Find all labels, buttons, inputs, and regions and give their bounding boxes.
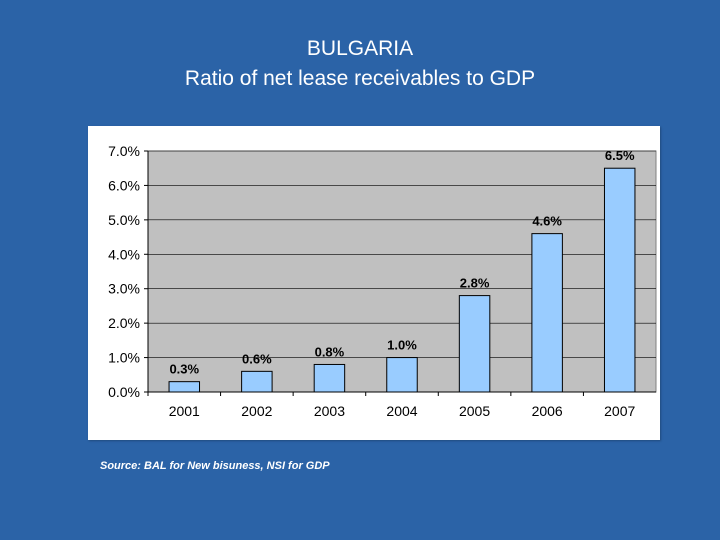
bar — [458, 295, 491, 393]
y-tick-label: 6.0% — [108, 177, 140, 193]
x-tick-label: 2007 — [604, 403, 635, 419]
bar — [313, 363, 346, 393]
data-label: 6.5% — [605, 148, 635, 163]
y-tick-label: 5.0% — [108, 212, 140, 228]
data-label: 1.0% — [387, 338, 417, 353]
y-tick-label: 2.0% — [108, 315, 140, 331]
bar — [531, 233, 563, 393]
data-label: 0.8% — [315, 344, 345, 359]
y-tick-label: 1.0% — [108, 350, 140, 366]
y-tick-label: 7.0% — [108, 143, 140, 159]
data-label: 4.6% — [532, 214, 562, 229]
x-tick-label: 2006 — [532, 403, 563, 419]
bar-chart: 0.0% 1.0% 2.0% 3.0% 4.0% 5.0% 6.0% 7.0% 0.3% 2001… — [108, 143, 657, 419]
title-country: BULGARIA — [306, 37, 414, 60]
x-tick-label: 2001 — [169, 403, 200, 419]
plot-area — [147, 150, 657, 393]
bar — [241, 370, 273, 393]
data-label: 0.6% — [242, 351, 272, 366]
x-tick-label: 2002 — [241, 403, 272, 419]
bar — [603, 167, 636, 393]
y-tick-label: 3.0% — [108, 281, 140, 297]
data-label: 0.3% — [169, 362, 199, 377]
y-tick-label: 4.0% — [108, 246, 140, 262]
x-tick-label: 2005 — [459, 403, 490, 419]
x-tick-label: 2003 — [314, 403, 345, 419]
source-note: Source: BAL for New bisuness, NSI for GD… — [100, 460, 330, 472]
chart-panel: 0.0% 1.0% 2.0% 3.0% 4.0% 5.0% 6.0% 7.0% 0.3% 2001… — [88, 126, 660, 440]
y-tick-label: 0.0% — [108, 384, 140, 400]
slide-title: BULGARIA Ratio of net lease receivables … — [0, 34, 720, 94]
x-tick-label: 2004 — [386, 403, 417, 419]
bar — [386, 357, 418, 393]
bar — [168, 381, 201, 393]
title-subtitle: Ratio of net lease receivables to GDP — [184, 67, 536, 90]
data-label: 2.8% — [460, 276, 490, 291]
